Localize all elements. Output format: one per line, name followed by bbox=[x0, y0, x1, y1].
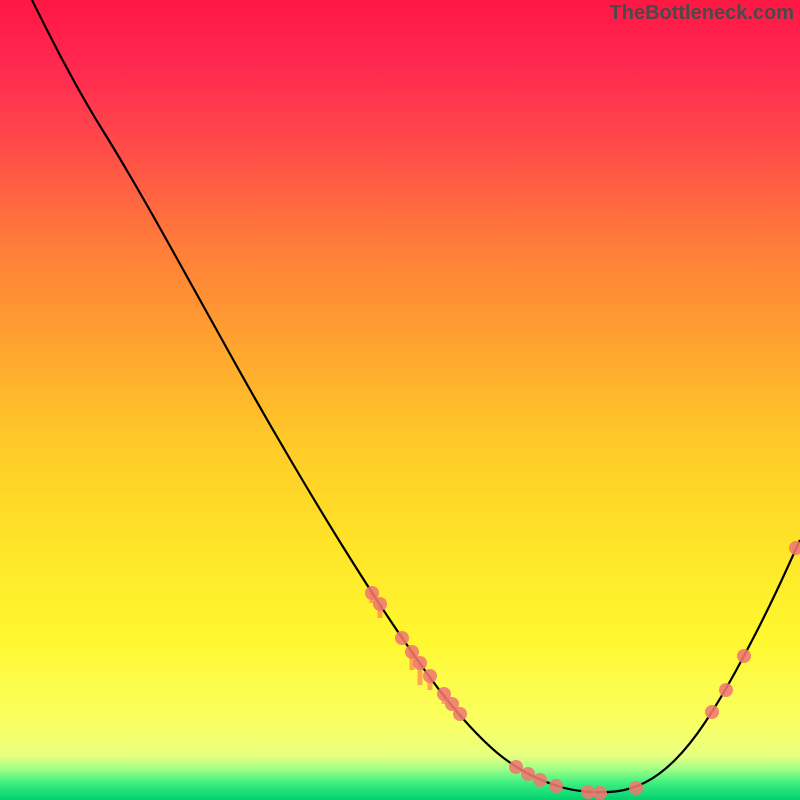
data-marker bbox=[581, 785, 595, 799]
data-marker bbox=[423, 669, 437, 683]
bottleneck-curve bbox=[32, 0, 800, 792]
data-marker bbox=[719, 683, 733, 697]
data-marker bbox=[705, 705, 719, 719]
data-markers bbox=[365, 541, 800, 800]
data-marker bbox=[373, 597, 387, 611]
watermark-text: TheBottleneck.com bbox=[610, 2, 794, 25]
data-marker bbox=[629, 781, 643, 795]
data-marker bbox=[453, 707, 467, 721]
data-marker bbox=[549, 779, 563, 793]
data-marker bbox=[737, 649, 751, 663]
curve-layer bbox=[0, 0, 800, 800]
data-marker bbox=[533, 773, 547, 787]
bottleneck-chart: TheBottleneck.com bbox=[0, 0, 800, 800]
data-marker bbox=[395, 631, 409, 645]
data-marker bbox=[789, 541, 800, 555]
data-marker bbox=[521, 767, 535, 781]
data-marker bbox=[413, 656, 427, 670]
data-marker bbox=[509, 760, 523, 774]
data-marker bbox=[593, 786, 607, 800]
